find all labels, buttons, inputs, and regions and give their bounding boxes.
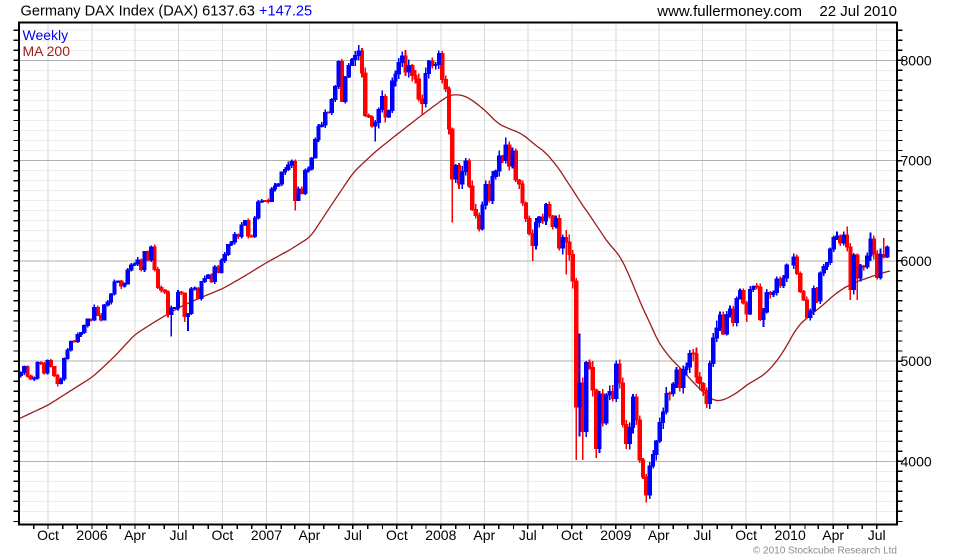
svg-text:2009: 2009 [600, 527, 631, 543]
svg-text:Weekly: Weekly [23, 27, 69, 43]
svg-text:2008: 2008 [425, 527, 456, 543]
svg-text:2006: 2006 [76, 527, 107, 543]
svg-text:Oct: Oct [37, 527, 59, 543]
svg-text:Jul: Jul [693, 527, 711, 543]
svg-text:Jul: Jul [519, 527, 537, 543]
svg-text:© 2010 Stockcube Research Ltd: © 2010 Stockcube Research Ltd [753, 546, 897, 557]
svg-text:6000: 6000 [901, 253, 932, 269]
svg-text:Apr: Apr [473, 527, 495, 543]
svg-text:Oct: Oct [561, 527, 583, 543]
svg-text:Apr: Apr [822, 527, 844, 543]
svg-text:Jul: Jul [170, 527, 188, 543]
svg-text:MA 200: MA 200 [23, 43, 71, 59]
svg-text:Jul: Jul [868, 527, 886, 543]
svg-text:Apr: Apr [124, 527, 146, 543]
svg-text:Apr: Apr [648, 527, 670, 543]
svg-text:Germany DAX Index (DAX) 6137.6: Germany DAX Index (DAX) 6137.63 +147.25 [21, 4, 313, 20]
svg-text:2010: 2010 [775, 527, 806, 543]
svg-text:www.fullermoney.com: www.fullermoney.com [656, 3, 802, 20]
svg-text:Oct: Oct [212, 527, 234, 543]
svg-text:Oct: Oct [386, 527, 408, 543]
svg-text:Apr: Apr [299, 527, 321, 543]
svg-text:Oct: Oct [735, 527, 757, 543]
svg-text:5000: 5000 [901, 353, 932, 369]
svg-text:22 Jul 2010: 22 Jul 2010 [819, 3, 897, 20]
svg-text:Jul: Jul [344, 527, 362, 543]
svg-text:4000: 4000 [901, 453, 932, 469]
svg-text:8000: 8000 [901, 52, 932, 68]
svg-text:7000: 7000 [901, 153, 932, 169]
svg-text:2007: 2007 [251, 527, 282, 543]
